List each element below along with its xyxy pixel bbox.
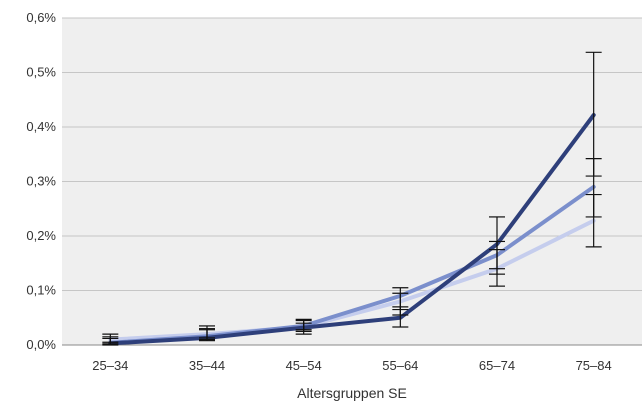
y-tick-label: 0,2% <box>26 228 56 243</box>
y-tick-label: 0,3% <box>26 174 56 189</box>
x-tick-label: 35–44 <box>189 358 225 373</box>
y-tick-labels: 0,0% 0,1% 0,2% 0,3% 0,4% 0,5% 0,6% <box>26 10 56 352</box>
grid <box>62 17 642 346</box>
series-line-3 <box>108 218 596 342</box>
error-bar <box>489 249 505 287</box>
error-bar <box>295 322 312 331</box>
x-tick-label: 45–54 <box>286 358 322 373</box>
error-bar <box>585 193 602 248</box>
series-lines <box>108 113 596 346</box>
error-bar <box>102 336 119 343</box>
x-axis-title: Altersgruppen SE <box>297 385 407 401</box>
x-tick-label: 55–64 <box>382 358 418 373</box>
series-line-1 <box>108 113 596 346</box>
error-bars <box>102 51 602 346</box>
x-tick-label: 65–74 <box>479 358 515 373</box>
y-tick-label: 0,6% <box>26 10 56 25</box>
x-tick-label: 25–34 <box>92 358 128 373</box>
y-tick-label: 0,1% <box>26 283 56 298</box>
x-tick-label: 75–84 <box>576 358 612 373</box>
x-tick-labels: 25–34 35–44 45–54 55–64 65–74 75–84 <box>92 358 611 373</box>
y-tick-label: 0,5% <box>26 65 56 80</box>
error-bar <box>392 292 409 316</box>
error-bar <box>199 329 215 339</box>
y-tick-label: 0,0% <box>26 337 56 352</box>
y-tick-label: 0,4% <box>26 119 56 134</box>
